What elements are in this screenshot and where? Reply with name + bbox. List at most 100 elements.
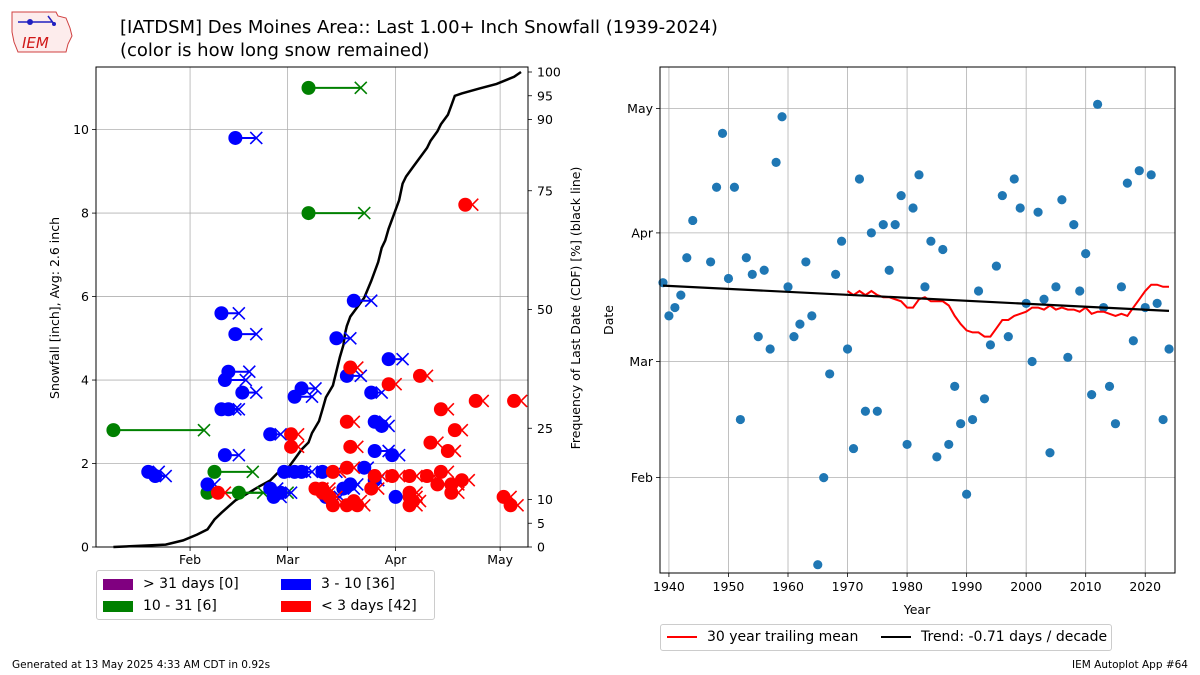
event-start-dot (444, 485, 459, 500)
snow-event (263, 427, 288, 442)
legend-label: Trend: -0.71 days / decade (921, 629, 1108, 645)
event-start-dot (381, 377, 396, 392)
snow-event (301, 206, 371, 221)
event-end-marker (514, 394, 528, 408)
event-end-marker (347, 415, 361, 429)
event-end-marker (430, 436, 444, 450)
event-end-marker (232, 306, 246, 320)
legend-label: < 3 days [42] (321, 598, 417, 614)
event-end-marker (350, 477, 364, 491)
left-xtick-label: Apr (385, 552, 407, 567)
snow-event (339, 414, 361, 429)
event-end-marker (357, 498, 371, 512)
event-start-dot (343, 360, 358, 375)
event-start-dot (217, 448, 232, 463)
snow-event (364, 385, 389, 400)
event-start-dot (221, 402, 236, 417)
snow-event (402, 498, 424, 513)
event-start-dot (367, 444, 382, 458)
event-start-dot (301, 206, 316, 221)
event-start-dot (217, 373, 232, 388)
snow-event (284, 439, 305, 454)
event-end-marker (455, 423, 469, 437)
event-end-marker (291, 427, 305, 441)
event-start-dot (402, 469, 417, 484)
legend-swatch-green (103, 600, 133, 612)
event-end-marker (249, 385, 263, 400)
event-end-marker (396, 352, 410, 366)
event-start-dot (385, 448, 400, 463)
snow-event (106, 423, 211, 438)
event-start-dot (106, 423, 121, 438)
event-start-dot (284, 439, 299, 454)
event-start-dot (413, 368, 427, 383)
snow-event (346, 293, 378, 308)
event-end-marker (409, 498, 424, 512)
event-end-marker (510, 498, 525, 512)
event-end-marker (420, 369, 434, 383)
right-ytick-label: 0 (537, 540, 545, 555)
left-ytick-label: 10 (73, 122, 89, 137)
event-end-marker (451, 486, 465, 500)
event-end-marker (409, 469, 424, 483)
event-end-marker (382, 419, 396, 433)
right-ytick-label: 10 (537, 492, 553, 507)
event-end-marker (284, 486, 298, 500)
event-end-marker (274, 490, 288, 504)
event-end-marker (308, 381, 323, 395)
event-start-dot (343, 477, 358, 492)
event-end-marker (291, 440, 305, 454)
event-end-marker (375, 469, 389, 483)
left-ytick-label: 4 (81, 373, 89, 388)
snow-event (287, 389, 319, 404)
event-start-dot (468, 393, 483, 408)
event-start-dot (433, 464, 448, 479)
event-end-marker (389, 377, 403, 391)
snow-event (214, 306, 246, 321)
event-start-dot (277, 464, 292, 479)
event-start-dot (266, 489, 281, 504)
event-end-marker (465, 198, 479, 212)
event-end-marker (354, 81, 368, 95)
event-start-dot (388, 489, 403, 504)
right-legend: 30 year trailing mean Trend: -0.71 days … (660, 624, 1112, 651)
event-end-marker (218, 486, 232, 500)
left-ylabel: Snowfall [inch], Avg: 2.6 inch (47, 217, 62, 399)
event-start-dot (364, 481, 379, 496)
event-start-dot (263, 427, 278, 442)
left-ytick-label: 8 (81, 206, 89, 221)
legend-item-purple: > 31 days [0] (103, 576, 239, 592)
legend-line-trailing (667, 636, 697, 638)
event-end-marker (232, 448, 246, 462)
event-start-dot (315, 464, 330, 479)
event-end-marker (476, 394, 490, 408)
left-xtick-label: Feb (179, 552, 201, 567)
snow-event (228, 130, 263, 145)
left-y2label: Frequency of Last Date (CDF) [%] (black … (568, 167, 583, 450)
legend-item-trend: Trend: -0.71 days / decade (881, 629, 1107, 645)
snow-event (433, 464, 455, 479)
snow-event (221, 402, 242, 417)
event-start-dot (148, 469, 163, 484)
event-end-marker (350, 360, 364, 375)
generated-timestamp: Generated at 13 May 2025 4:33 AM CDT in … (12, 659, 271, 671)
event-end-marker (448, 444, 462, 458)
left-ytick-label: 2 (81, 456, 89, 471)
snow-event (381, 352, 410, 367)
event-start-dot (287, 389, 302, 404)
snow-event (339, 460, 361, 475)
left-xtick-label: May (487, 552, 513, 567)
event-start-dot (228, 130, 243, 145)
snow-event (364, 481, 385, 496)
event-end-marker (343, 331, 357, 345)
snow-event (329, 331, 357, 346)
right-ytick-label: 90 (537, 112, 553, 127)
event-start-dot (430, 477, 445, 492)
left-ytick-label: 6 (81, 289, 89, 304)
event-start-dot (325, 464, 340, 479)
event-start-dot (214, 306, 229, 321)
snow-event (217, 373, 253, 388)
right-ytick-label: 75 (537, 183, 553, 198)
snow-event (301, 80, 368, 95)
event-end-marker (305, 390, 319, 404)
